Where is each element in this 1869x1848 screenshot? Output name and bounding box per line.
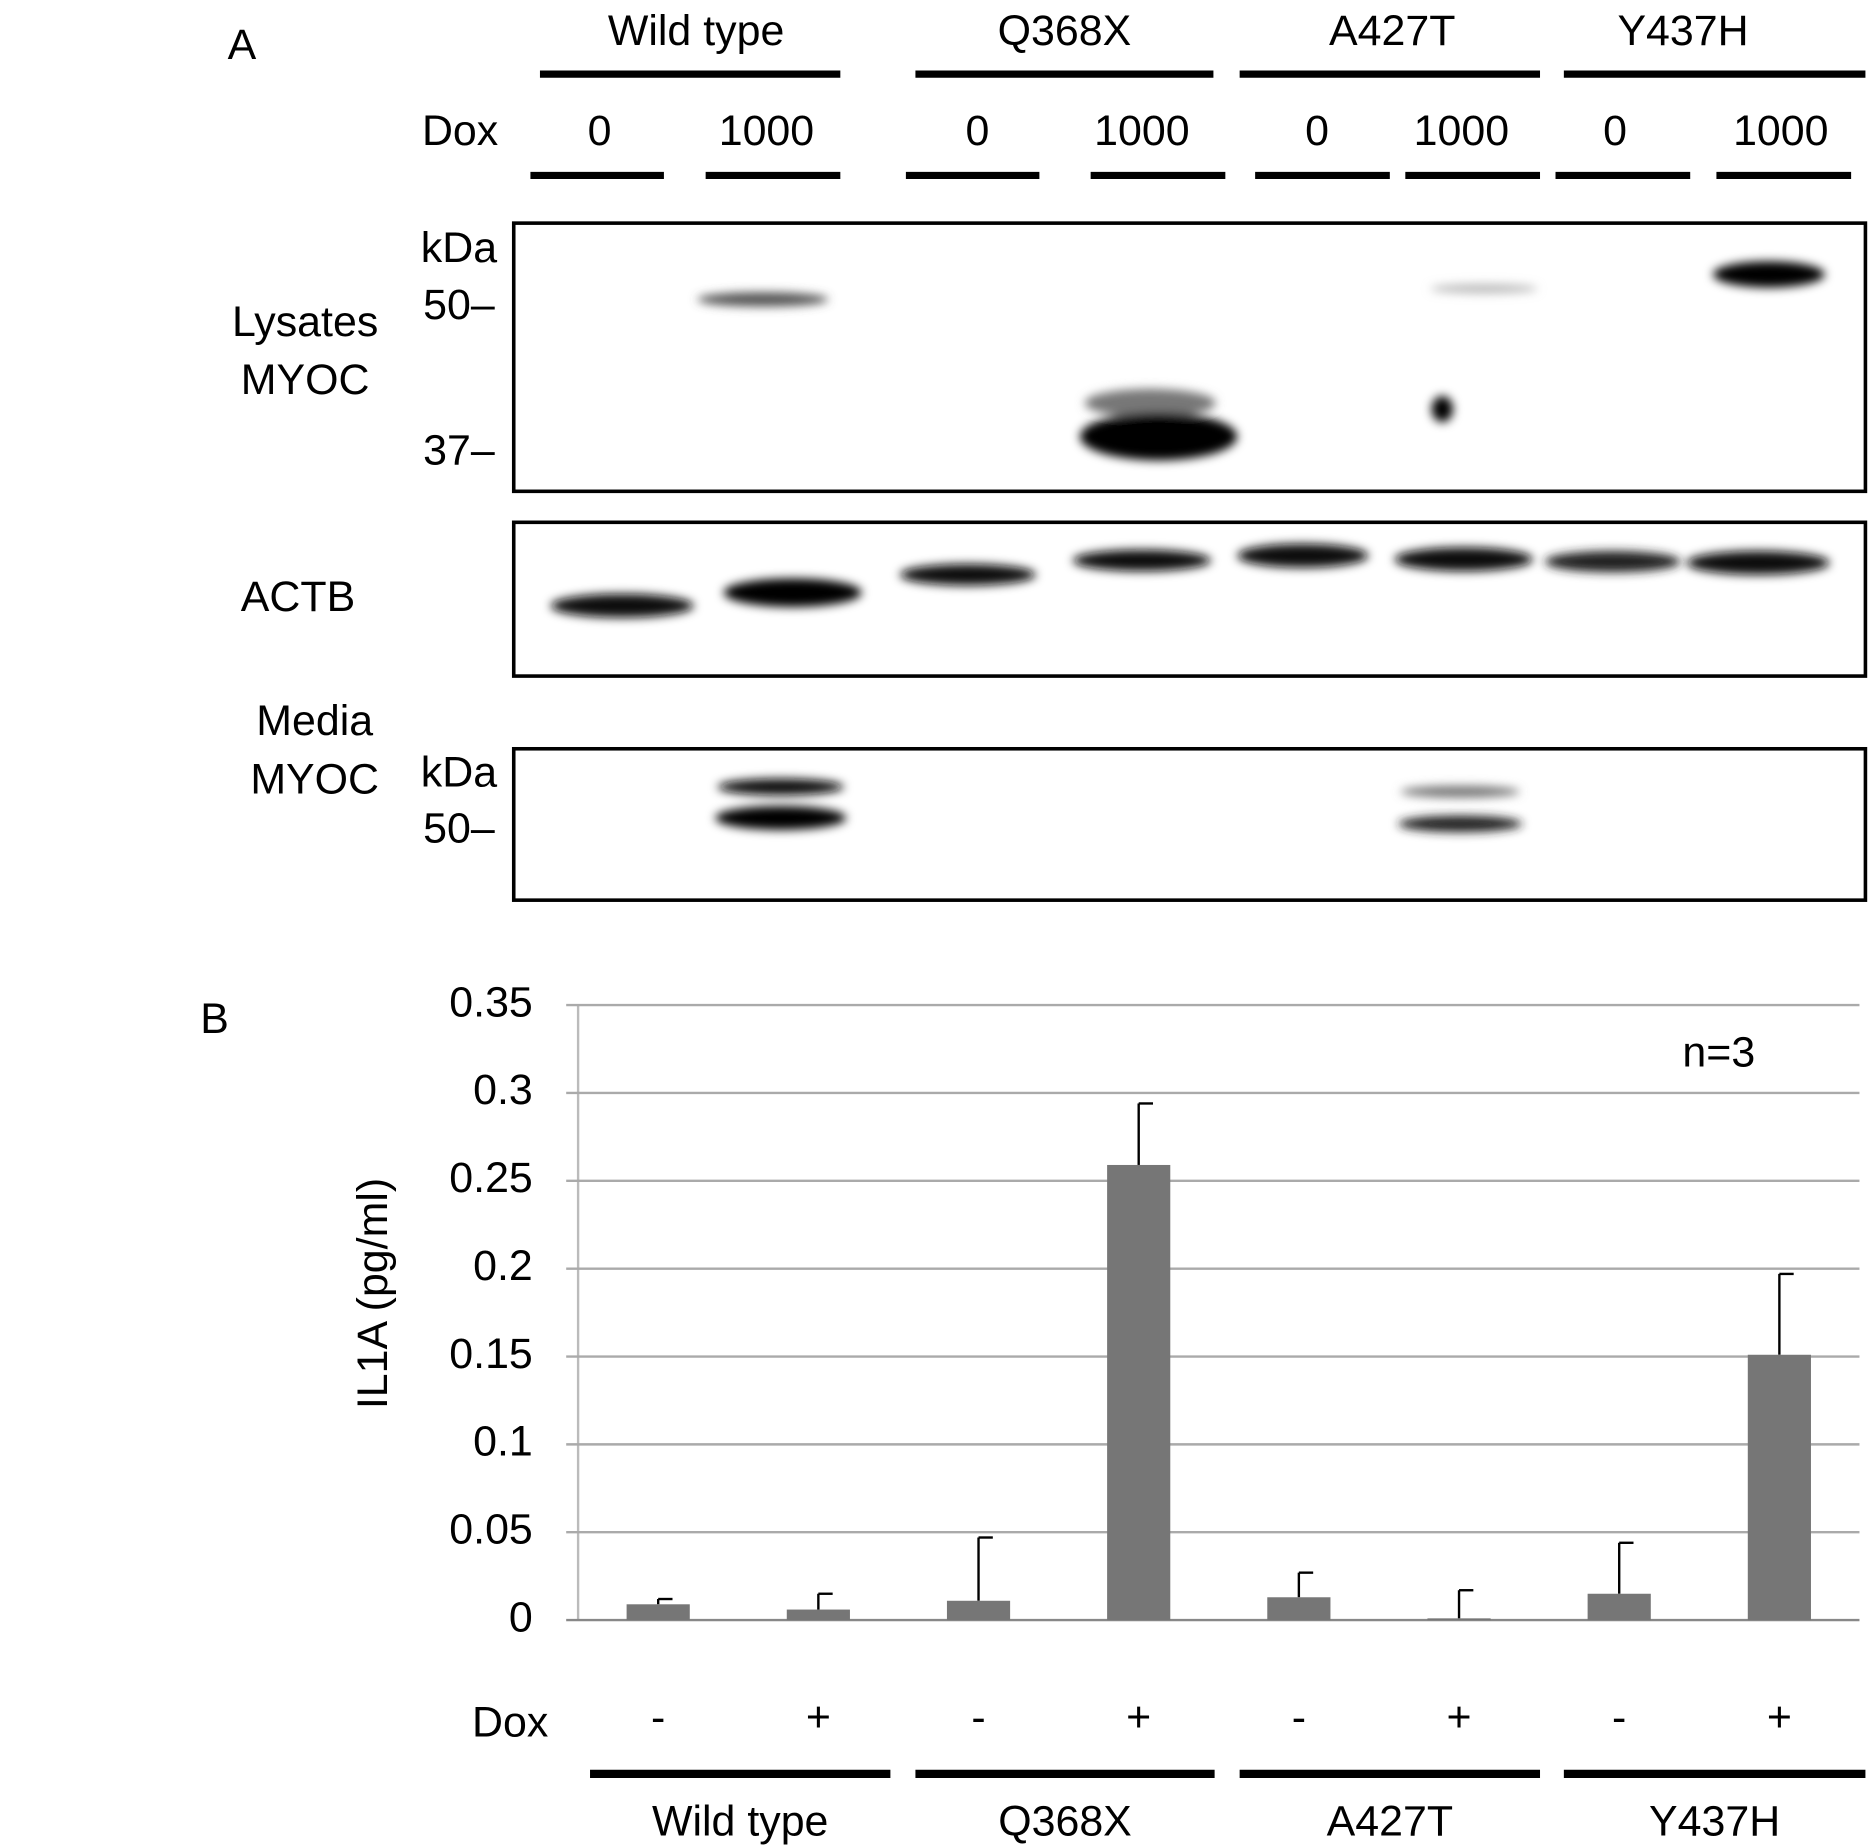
band	[1431, 395, 1454, 423]
group-label: Q368X	[998, 1797, 1132, 1845]
band	[1394, 547, 1533, 572]
bar	[1587, 1593, 1651, 1621]
y-axis-label: IL1A (pg/ml)	[349, 1178, 397, 1409]
band	[697, 292, 829, 307]
y-tick-label: 0.3	[473, 1066, 533, 1114]
band	[723, 578, 862, 607]
x-tick-label: +	[1447, 1694, 1472, 1742]
group-label: Y437H	[1649, 1797, 1780, 1845]
group-label: Wild type	[608, 7, 784, 55]
mw-marker: 50–	[423, 804, 495, 852]
group-label: Wild type	[652, 1797, 828, 1845]
band	[1544, 550, 1681, 573]
x-tick-label: -	[1612, 1694, 1626, 1742]
panel-name: MYOC	[241, 356, 370, 404]
band	[1398, 815, 1523, 833]
y-tick-label: 0.35	[449, 978, 533, 1026]
band	[1686, 550, 1830, 575]
bar	[946, 1600, 1011, 1621]
x-tick-label: +	[806, 1694, 831, 1742]
band	[1084, 388, 1216, 418]
y-tick-label: 0.2	[473, 1242, 533, 1290]
band	[715, 805, 847, 830]
x-tick-label: -	[651, 1694, 665, 1742]
band	[1079, 412, 1238, 461]
x-axis-label: Dox	[472, 1698, 548, 1746]
y-tick-label: 0.1	[473, 1418, 533, 1466]
blot-frame	[511, 520, 1868, 678]
panel-name: MYOC	[250, 755, 379, 803]
bar	[626, 1604, 690, 1621]
dose-label: Dox	[422, 107, 498, 155]
group-label: Q368X	[998, 7, 1132, 55]
blot-frame	[511, 746, 1868, 902]
x-tick-label: +	[1126, 1694, 1151, 1742]
x-tick-label: +	[1767, 1694, 1792, 1742]
band	[899, 564, 1036, 586]
mw-marker: 50–	[423, 281, 495, 329]
dose: 1000	[719, 107, 814, 155]
band	[1400, 785, 1520, 798]
panel-label: A	[228, 21, 257, 69]
unit: kDa	[421, 224, 497, 272]
mw-marker: 37–	[423, 427, 495, 475]
band	[550, 593, 694, 618]
x-tick-label: -	[1292, 1694, 1306, 1742]
dose: 1000	[1094, 107, 1189, 155]
band	[1712, 261, 1825, 288]
bar	[1427, 1618, 1491, 1621]
band	[1430, 283, 1538, 294]
dose: 0	[1305, 107, 1329, 155]
y-tick-label: 0.05	[449, 1506, 533, 1554]
y-tick-label: 0	[509, 1593, 533, 1641]
bar	[786, 1609, 850, 1621]
band	[1237, 543, 1369, 568]
annotation: n=3	[1682, 1028, 1755, 1076]
x-tick-label: -	[971, 1694, 985, 1742]
panel-label: B	[200, 995, 229, 1043]
panel-name: Media	[256, 697, 373, 745]
bar	[1747, 1354, 1811, 1621]
y-tick-label: 0.15	[449, 1330, 533, 1378]
bar	[1267, 1597, 1331, 1621]
dose: 0	[588, 107, 612, 155]
y-tick-label: 0.25	[449, 1154, 533, 1202]
bands	[550, 261, 1830, 833]
group-label: A427T	[1327, 1797, 1453, 1845]
band	[717, 778, 844, 796]
dose: 1000	[1733, 107, 1828, 155]
group-label: Y437H	[1617, 7, 1748, 55]
dose: 1000	[1414, 107, 1509, 155]
dose: 0	[1603, 107, 1627, 155]
group-label: A427T	[1329, 7, 1455, 55]
panel-name: Lysates	[232, 298, 378, 346]
dose: 0	[965, 107, 989, 155]
bar	[1107, 1164, 1171, 1621]
band	[1072, 549, 1212, 572]
unit: kDa	[421, 748, 497, 796]
panel-name: ACTB	[241, 573, 355, 621]
